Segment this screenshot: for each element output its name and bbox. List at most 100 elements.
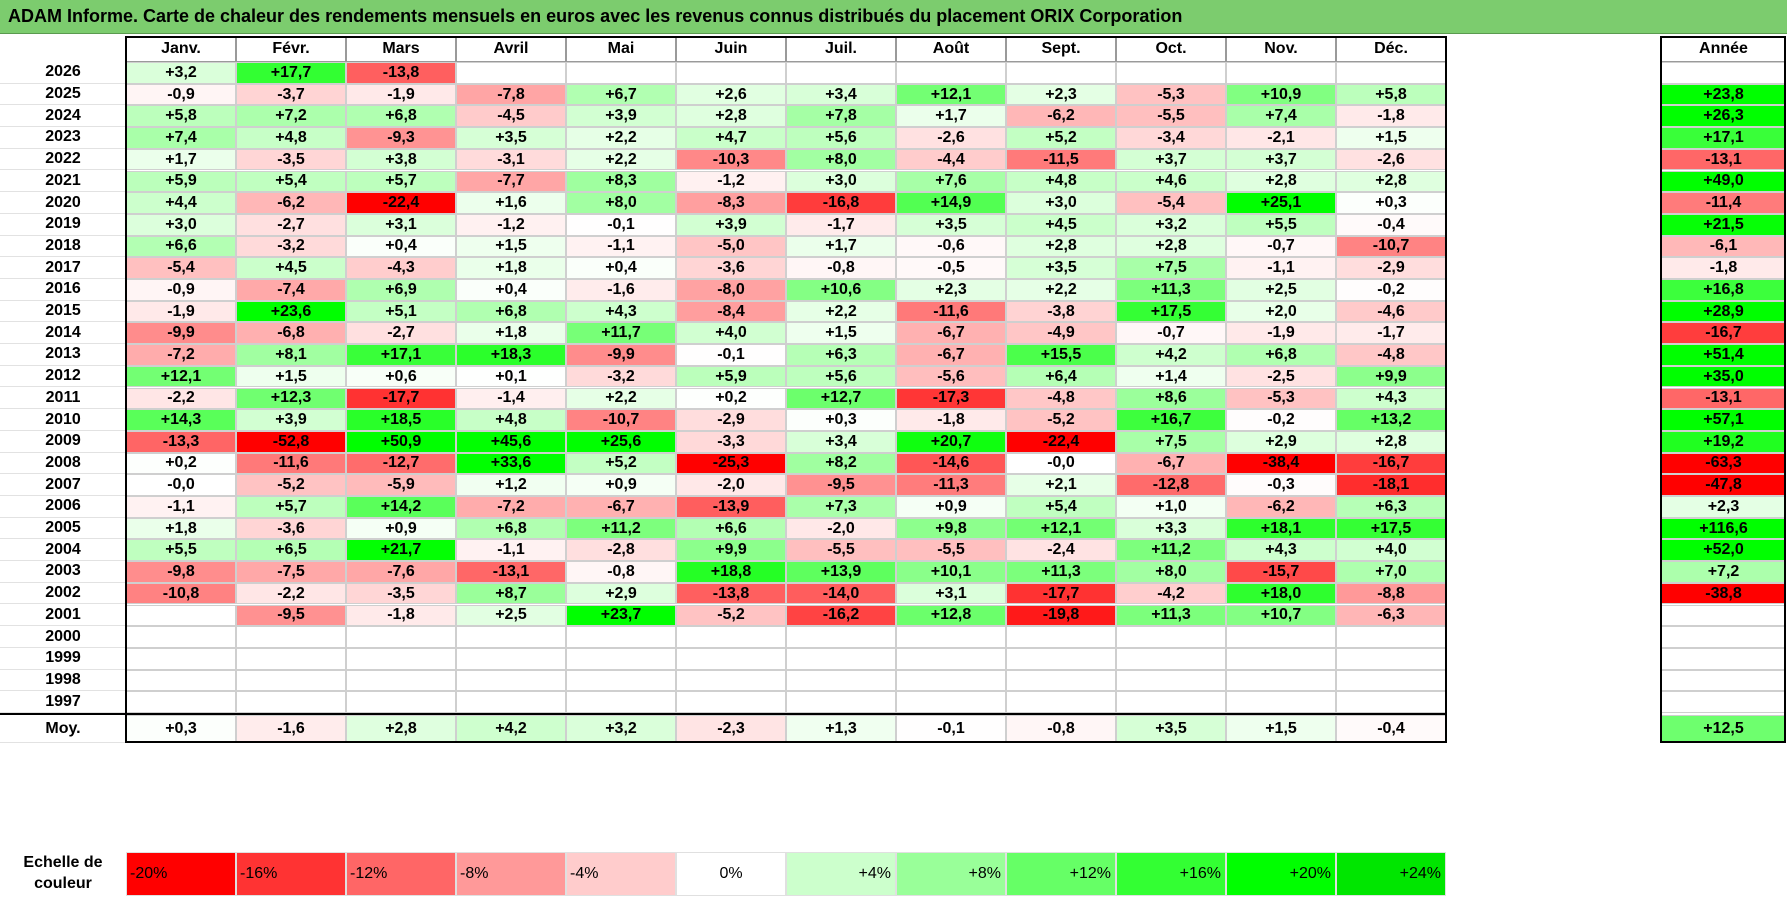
heat-cell: -16,2	[786, 604, 896, 627]
heat-cell	[126, 626, 236, 648]
color-scale-label: Echelle de couleur	[23, 854, 103, 892]
heat-cell: +6,6	[676, 517, 786, 540]
heat-cell: +8,0	[786, 148, 896, 171]
row-label-1999: 1999	[0, 648, 126, 670]
heat-cell: +12,8	[896, 604, 1006, 627]
heat-cell: -5,6	[896, 365, 1006, 388]
heat-cell: +1,7	[126, 148, 236, 171]
heat-cell: +3,1	[346, 213, 456, 236]
heat-cell: +2,2	[566, 148, 676, 171]
heat-cell: -5,4	[1116, 192, 1226, 214]
color-scale-stop: +16%	[1116, 852, 1226, 896]
heat-cell: -2,1	[1226, 127, 1336, 149]
heat-cell: -2,2	[236, 582, 346, 605]
annual-cell	[1661, 62, 1786, 84]
heat-cell	[1226, 62, 1336, 84]
heat-cell	[676, 626, 786, 648]
color-scale-stop: -20%	[126, 852, 236, 896]
heat-cell	[236, 691, 346, 713]
heat-cell: -3,2	[566, 365, 676, 388]
heat-cell: +3,4	[786, 430, 896, 453]
annual-cell: +49,0	[1661, 170, 1786, 193]
heat-cell: -5,5	[786, 539, 896, 562]
heat-cell: +14,9	[896, 192, 1006, 214]
heat-cell: +2,8	[676, 105, 786, 128]
annual-cell: -13,1	[1661, 387, 1786, 410]
row-label-2012: 2012	[0, 366, 126, 388]
heat-cell: -5,2	[236, 474, 346, 496]
average-cell: -1,6	[236, 715, 346, 743]
heat-cell: +18,0	[1226, 582, 1336, 605]
row-label-2020: 2020	[0, 192, 126, 214]
heat-cell: +8,6	[1116, 387, 1226, 410]
row-label-2021: 2021	[0, 171, 126, 193]
heat-cell: +4,5	[1006, 213, 1116, 236]
average-cell: +2,8	[346, 715, 456, 743]
heat-cell: +3,7	[1226, 148, 1336, 171]
heat-cell: +1,5	[786, 322, 896, 345]
annual-cell: +19,2	[1661, 430, 1786, 453]
heat-cell: +17,5	[1116, 300, 1226, 323]
heat-cell: +3,0	[1006, 192, 1116, 214]
color-scale-stop: +24%	[1336, 852, 1446, 896]
heat-cell: -3,6	[236, 517, 346, 540]
heat-cell: -0,9	[126, 83, 236, 106]
heat-cell: +4,5	[236, 257, 346, 279]
heat-cell: +4,6	[1116, 170, 1226, 193]
heat-cell: -22,4	[1006, 430, 1116, 453]
heat-cell: -8,0	[676, 279, 786, 301]
heat-cell: -2,7	[236, 213, 346, 236]
heat-cell: -0,4	[1336, 213, 1446, 236]
heat-cell	[786, 669, 896, 692]
heat-cell	[456, 691, 566, 713]
heat-cell: -8,8	[1336, 582, 1446, 605]
heat-cell: +11,3	[1006, 561, 1116, 583]
heat-cell: +14,2	[346, 496, 456, 518]
annual-cell: -13,1	[1661, 148, 1786, 171]
heat-cell: -7,4	[236, 279, 346, 301]
heat-cell: +8,7	[456, 582, 566, 605]
heat-cell	[126, 691, 236, 713]
row-label-2010: 2010	[0, 409, 126, 431]
heat-cell: +0,4	[456, 279, 566, 301]
heat-cell: -3,2	[236, 235, 346, 258]
heat-cell: -5,3	[1116, 83, 1226, 106]
row-label-average: Moy.	[0, 715, 126, 743]
heat-cell: +0,3	[786, 409, 896, 431]
heat-cell: -4,8	[1006, 387, 1116, 410]
heat-cell: +0,4	[346, 235, 456, 258]
heat-cell: +3,2	[126, 62, 236, 84]
annual-cell: +57,1	[1661, 409, 1786, 431]
heat-cell: +4,3	[1336, 387, 1446, 410]
heat-cell: +5,4	[1006, 496, 1116, 518]
heat-cell: +4,0	[676, 322, 786, 345]
heat-cell: -22,4	[346, 192, 456, 214]
row-label-2001: 2001	[0, 605, 126, 627]
heat-cell: -1,4	[456, 387, 566, 410]
heat-cell: +6,9	[346, 279, 456, 301]
heat-cell: +18,1	[1226, 517, 1336, 540]
heat-cell	[1336, 62, 1446, 84]
heat-cell: -6,2	[1006, 105, 1116, 128]
heat-cell: -9,5	[786, 474, 896, 496]
column-header-10: Oct.	[1116, 36, 1226, 62]
heat-cell: +5,7	[346, 170, 456, 193]
column-header-6: Juin	[676, 36, 786, 62]
heat-cell: +8,2	[786, 452, 896, 475]
heat-cell: -8,4	[676, 300, 786, 323]
column-header-7: Juil.	[786, 36, 896, 62]
heat-cell: -8,3	[676, 192, 786, 214]
heat-cell: +9,9	[676, 539, 786, 562]
heat-cell: -5,3	[1226, 387, 1336, 410]
heat-cell: +0,9	[896, 496, 1006, 518]
heat-cell: +11,2	[566, 517, 676, 540]
heat-cell: +20,7	[896, 430, 1006, 453]
heat-cell: +8,1	[236, 344, 346, 366]
heat-cell: +3,1	[896, 582, 1006, 605]
heat-cell: +2,8	[1006, 235, 1116, 258]
average-cell: +3,2	[566, 715, 676, 743]
heat-cell: +18,5	[346, 409, 456, 431]
heat-cell	[786, 647, 896, 670]
average-cell: -0,1	[896, 715, 1006, 743]
heat-cell	[236, 669, 346, 692]
